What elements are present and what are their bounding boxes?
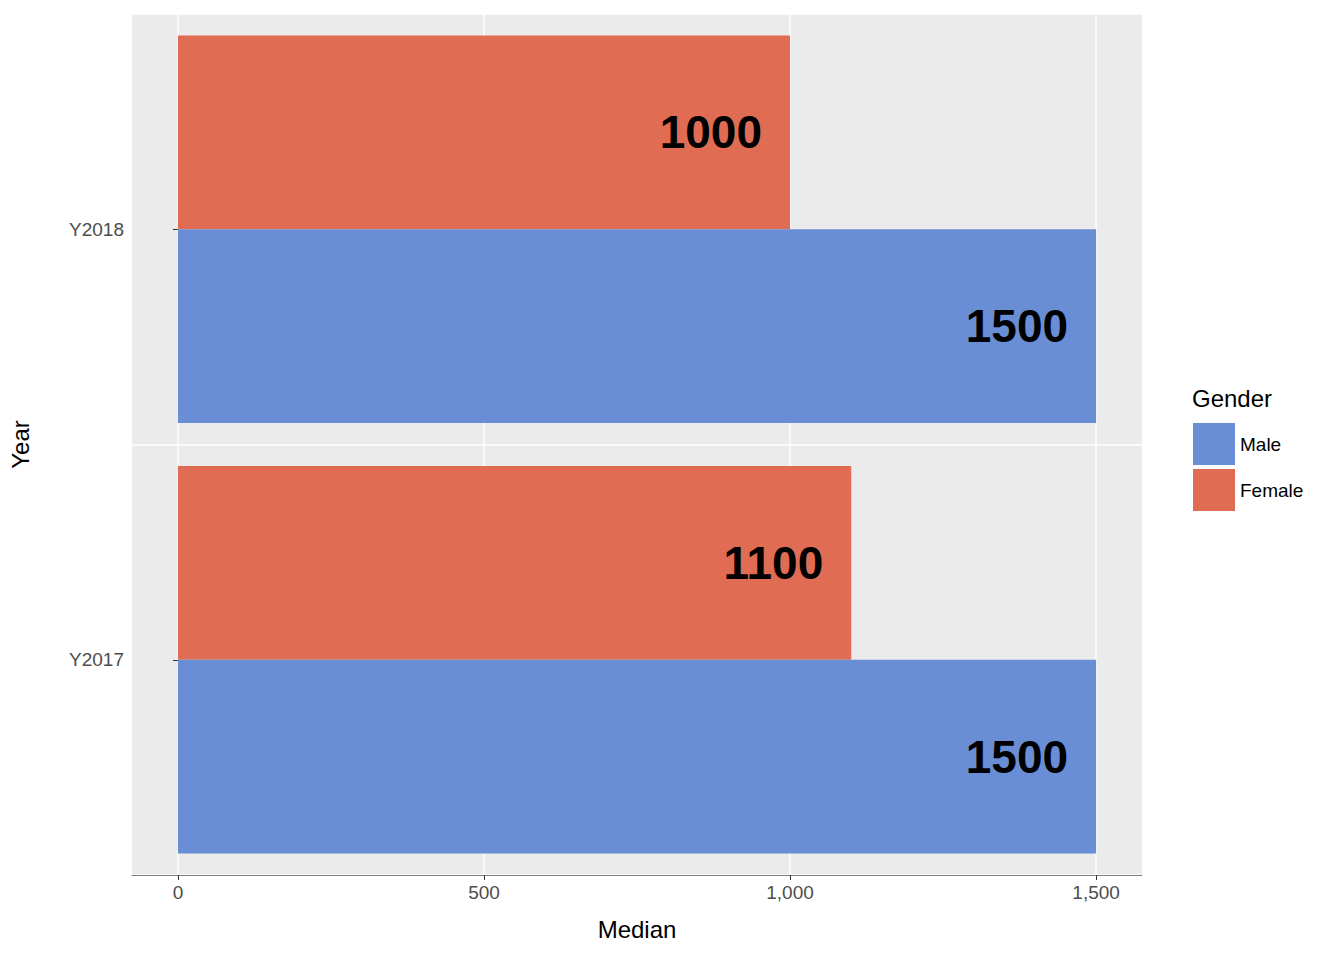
svg-text:Year: Year [7, 420, 34, 469]
svg-text:1,000: 1,000 [766, 882, 814, 903]
svg-text:Y2017: Y2017 [69, 649, 124, 670]
svg-text:Male: Male [1240, 434, 1281, 455]
svg-text:Median: Median [598, 916, 677, 943]
svg-text:Gender: Gender [1192, 385, 1272, 412]
svg-text:1000: 1000 [660, 106, 762, 158]
svg-text:500: 500 [468, 882, 500, 903]
svg-text:0: 0 [173, 882, 184, 903]
svg-text:Y2018: Y2018 [69, 219, 124, 240]
svg-text:1100: 1100 [723, 537, 823, 589]
svg-text:1500: 1500 [966, 731, 1068, 783]
svg-text:Female: Female [1240, 480, 1303, 501]
svg-text:1,500: 1,500 [1072, 882, 1120, 903]
svg-text:1500: 1500 [966, 300, 1068, 352]
